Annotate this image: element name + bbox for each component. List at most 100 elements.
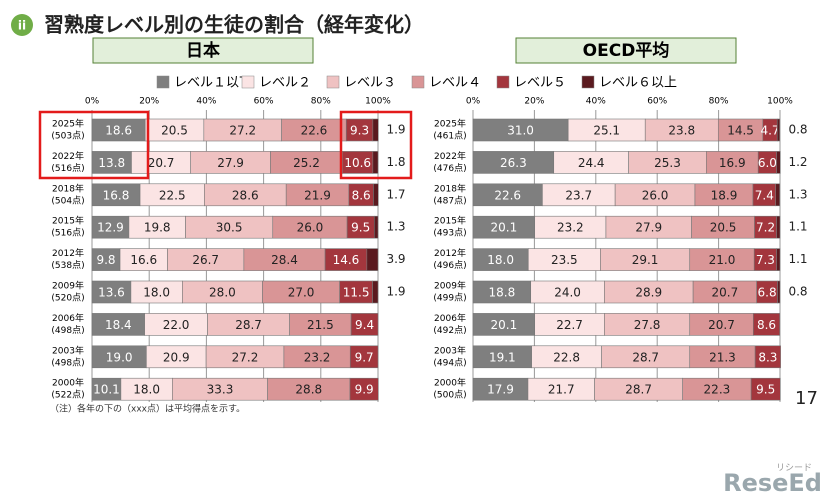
category-label: 2018年 xyxy=(52,182,84,194)
category-label: 2003年 xyxy=(434,344,466,356)
value-label: 29.1 xyxy=(632,253,659,267)
value-label: 1.1 xyxy=(788,252,807,266)
x-tick-label: 80% xyxy=(311,97,331,107)
value-label: 9.5 xyxy=(756,383,775,397)
value-label: 28.0 xyxy=(209,286,236,300)
category-note: (516点) xyxy=(51,228,84,239)
value-label: 12.9 xyxy=(97,221,124,235)
category-note: (492点) xyxy=(433,325,466,336)
category-label: 2009年 xyxy=(52,280,84,292)
value-label: 1.3 xyxy=(788,187,807,201)
badge-text: ii xyxy=(18,19,26,33)
value-label: 4.7 xyxy=(760,124,779,138)
category-label: 2025年 xyxy=(434,118,466,130)
legend-swatch xyxy=(581,75,595,89)
bar-segment xyxy=(366,248,379,271)
x-tick-label: 40% xyxy=(196,97,216,107)
value-label: 22.8 xyxy=(553,350,580,364)
legend-swatch xyxy=(496,75,510,89)
logo: ReseEd xyxy=(723,469,822,497)
x-tick-label: 60% xyxy=(647,97,667,107)
legend-swatch xyxy=(326,75,340,89)
category-note: (522点) xyxy=(51,390,84,401)
value-label: 27.0 xyxy=(288,286,315,300)
value-label: 21.3 xyxy=(709,350,736,364)
x-tick-label: 100% xyxy=(767,97,793,107)
value-label: 26.3 xyxy=(500,156,527,170)
value-label: 7.4 xyxy=(755,188,774,202)
category-note: (498点) xyxy=(51,325,84,336)
slide-title: 習熟度レベル別の生徒の割合（経年変化） xyxy=(44,13,424,37)
x-tick-label: 80% xyxy=(709,97,729,107)
value-label: 17.9 xyxy=(487,383,514,397)
category-label: 2012年 xyxy=(434,247,466,259)
value-label: 8.6 xyxy=(352,188,371,202)
legend-label: レベル２ xyxy=(259,76,311,91)
value-label: 22.5 xyxy=(159,188,186,202)
value-label: 19.1 xyxy=(489,350,516,364)
legend-swatch xyxy=(156,75,170,89)
value-label: 7.2 xyxy=(756,221,775,235)
charts: レベル１以下 レベル２ レベル３ レベル４ レベル５ レベル６以上 0% 20% 40% 60% 8… xyxy=(51,75,808,402)
value-label: 18.0 xyxy=(133,383,160,397)
category-label: 2009年 xyxy=(434,280,466,292)
value-label: 28.4 xyxy=(271,253,298,267)
legend-label: レベル１以下 xyxy=(174,76,252,91)
value-label: 28.7 xyxy=(625,383,652,397)
value-label: 21.5 xyxy=(307,318,334,332)
value-label: 31.0 xyxy=(507,124,534,138)
category-label: 2012年 xyxy=(52,247,84,259)
category-note: (499点) xyxy=(433,293,466,304)
value-label: 25.2 xyxy=(293,156,320,170)
category-label: 2025年 xyxy=(52,118,84,130)
value-label: 9.5 xyxy=(351,221,370,235)
category-note: (538点) xyxy=(51,260,84,271)
category-label: 2022年 xyxy=(434,150,466,162)
value-label: 1.8 xyxy=(386,155,405,169)
value-label: 20.1 xyxy=(490,221,517,235)
category-note: (476点) xyxy=(433,163,466,174)
bar-segment xyxy=(776,118,780,142)
value-label: 1.1 xyxy=(788,220,807,234)
value-label: 8.3 xyxy=(758,350,777,364)
category-note: (503点) xyxy=(51,131,84,142)
value-label: 16.6 xyxy=(130,253,157,267)
bar-segment xyxy=(776,215,781,239)
value-label: 20.7 xyxy=(708,318,735,332)
value-label: 7.3 xyxy=(756,253,775,267)
value-label: 23.8 xyxy=(668,124,695,138)
value-label: 22.6 xyxy=(494,188,521,202)
value-label: 1.9 xyxy=(386,285,405,299)
bar-segment xyxy=(373,183,379,207)
highlight xyxy=(339,110,413,180)
bar-segment xyxy=(350,313,379,336)
value-label: 22.6 xyxy=(301,124,328,138)
value-label: 18.9 xyxy=(711,188,738,202)
badge xyxy=(11,14,33,36)
category-label: 2000年 xyxy=(434,377,466,389)
bar-segment xyxy=(373,215,379,239)
value-label: 20.7 xyxy=(712,286,739,300)
bar-segment xyxy=(776,248,781,271)
category-note: (500点) xyxy=(433,390,466,401)
value-label: 8.6 xyxy=(757,318,776,332)
value-label: 9.7 xyxy=(355,350,374,364)
value-label: 26.0 xyxy=(297,221,324,235)
bar-segment xyxy=(752,313,780,336)
legend-label: レベル４ xyxy=(429,76,481,91)
value-label: 6.8 xyxy=(758,286,777,300)
value-label: 6.0 xyxy=(758,156,777,170)
value-label: 20.7 xyxy=(148,156,175,170)
value-label: 13.8 xyxy=(98,156,125,170)
value-label: 22.3 xyxy=(704,383,731,397)
x-tick-label: 100% xyxy=(365,97,391,107)
value-label: 20.5 xyxy=(710,221,737,235)
page-number: 17 xyxy=(795,388,818,409)
category-label: 2003年 xyxy=(52,344,84,356)
value-label: 28.8 xyxy=(295,383,322,397)
value-label: 30.5 xyxy=(216,221,243,235)
category-label: 2006年 xyxy=(52,312,84,324)
value-label: 1.2 xyxy=(788,155,807,169)
value-label: 1.9 xyxy=(386,123,405,137)
value-label: 9.9 xyxy=(355,383,374,397)
